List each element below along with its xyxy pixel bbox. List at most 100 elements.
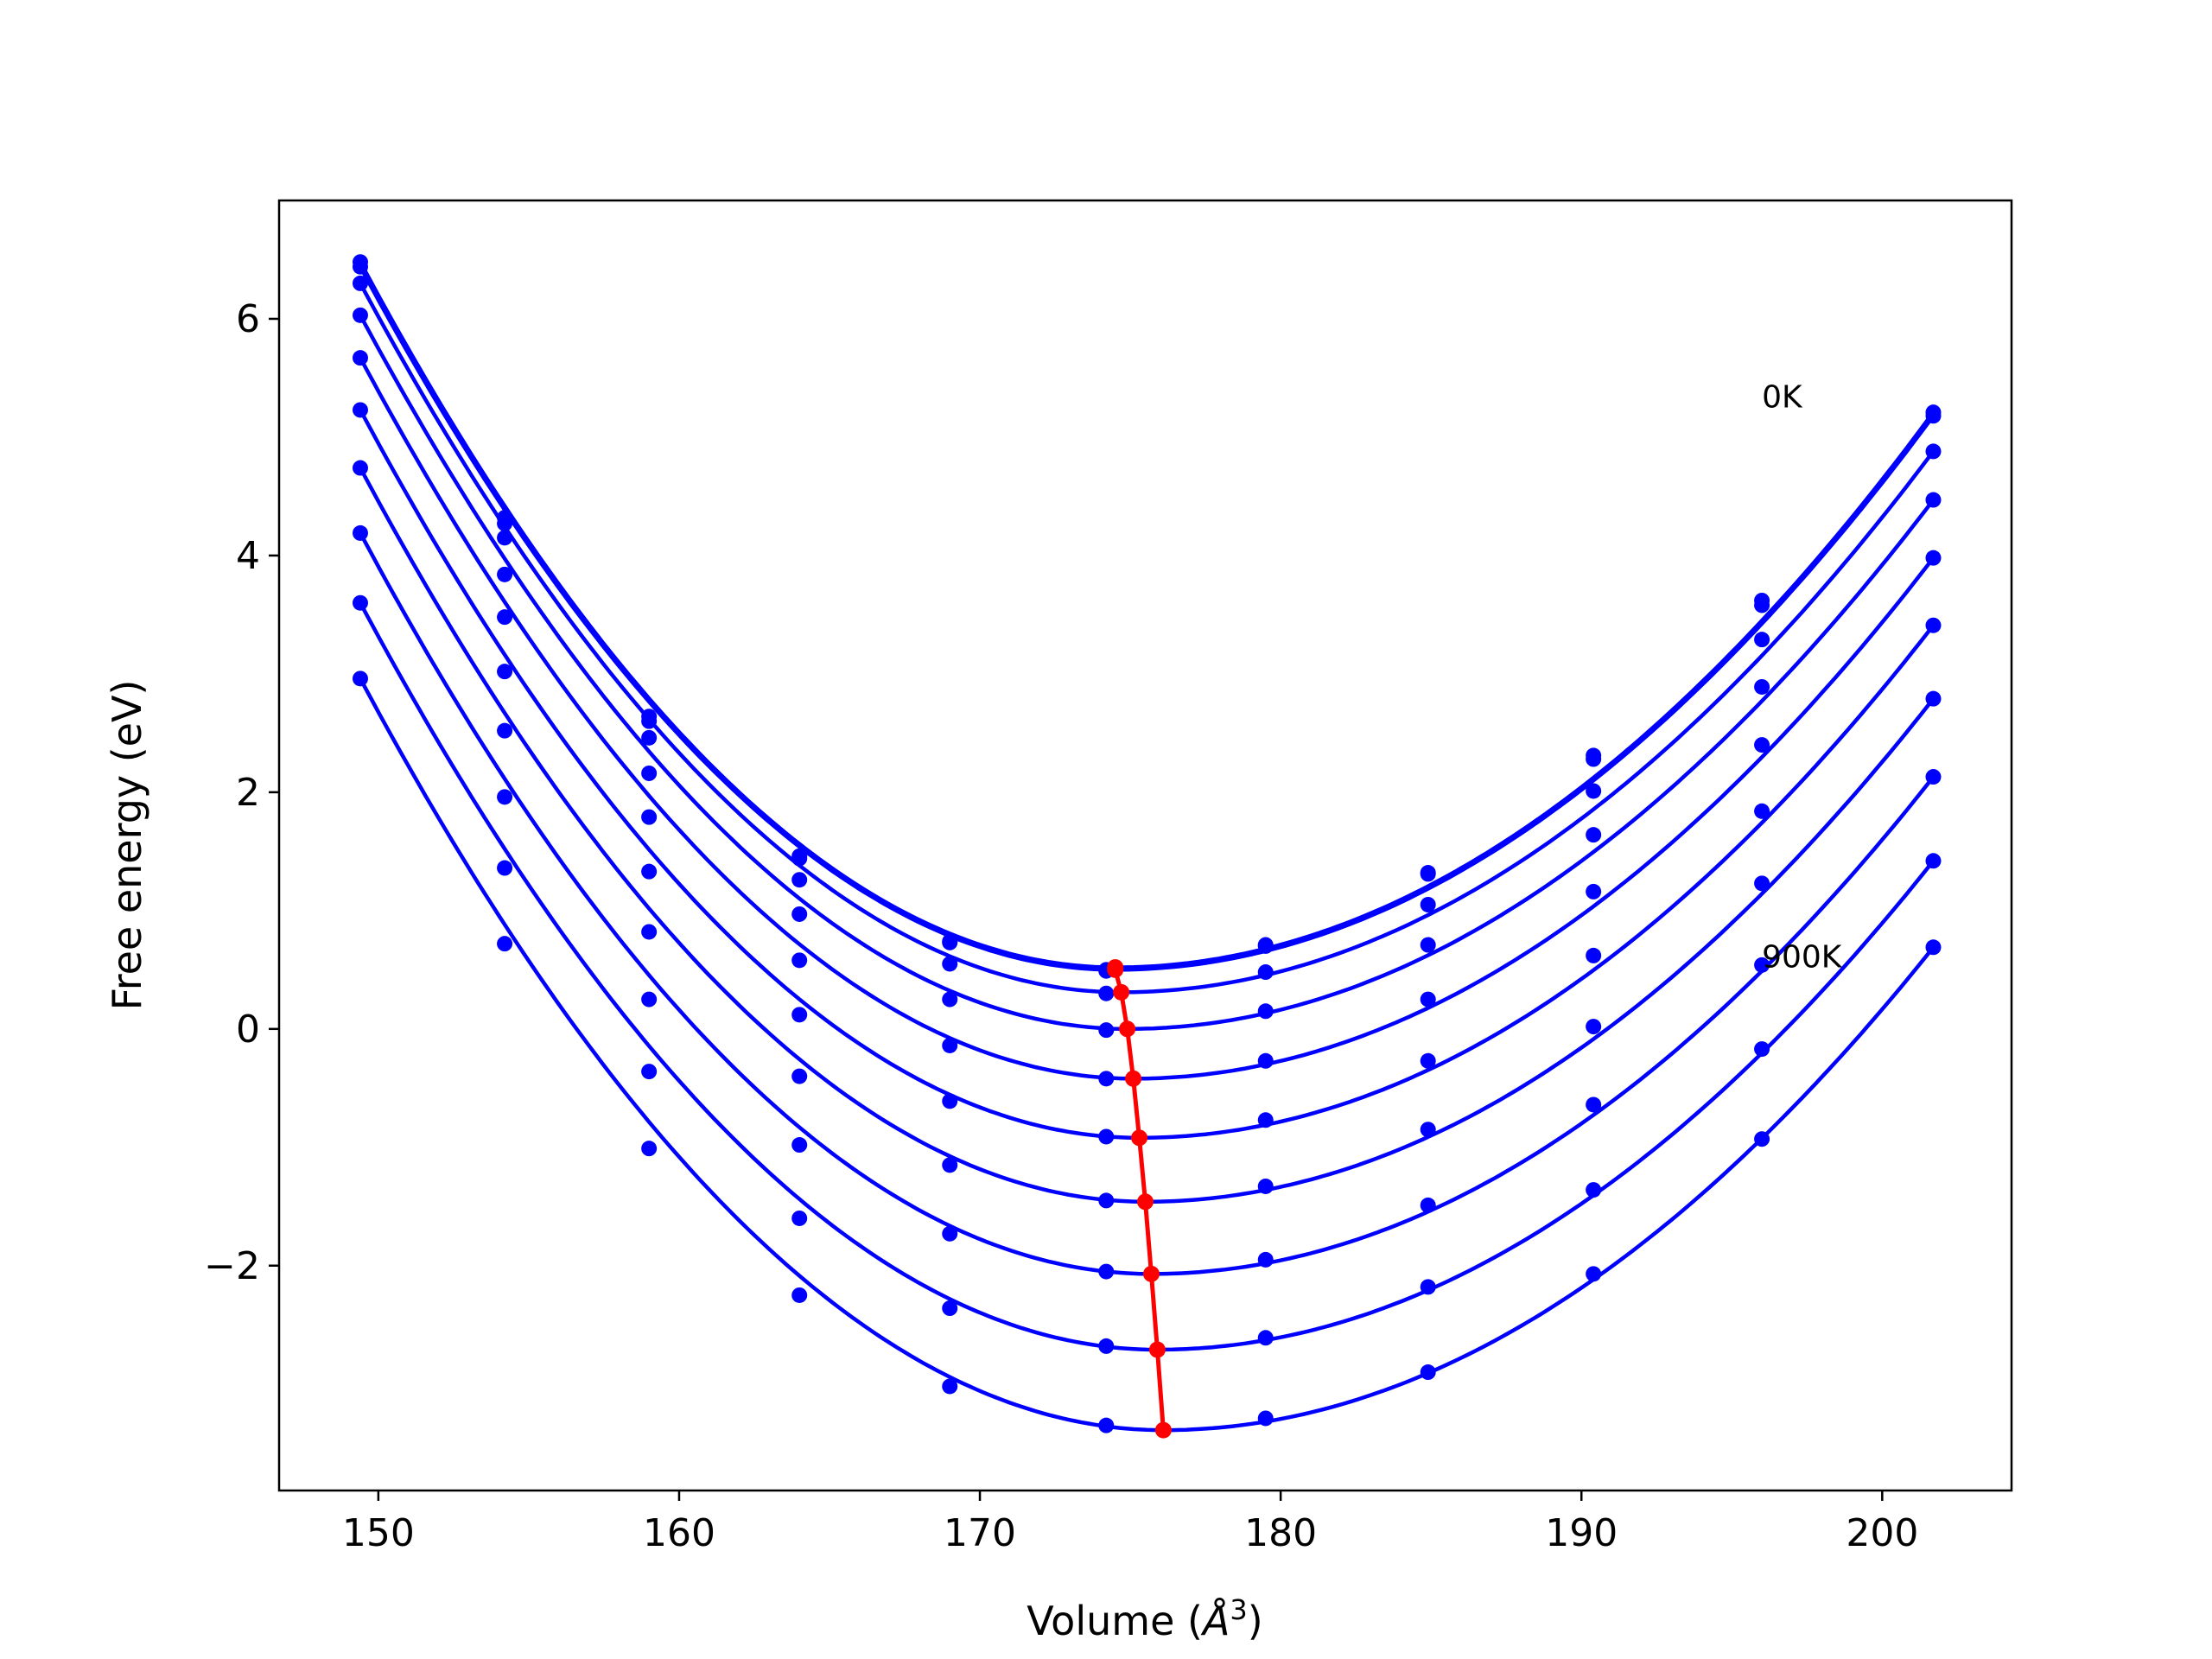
series-9-point — [1098, 1338, 1115, 1354]
x-axis-title: Volume (Å3) — [1027, 1593, 1262, 1644]
series-4-point — [1420, 937, 1436, 953]
series-8-point — [1586, 1096, 1602, 1113]
plot-area-background — [279, 200, 2012, 1491]
series-7-point — [352, 460, 368, 476]
series-line-9 — [359, 601, 1936, 1352]
series-10-point — [791, 1287, 808, 1303]
minimum-point — [1154, 1421, 1172, 1439]
x-tick-label: 170 — [944, 1511, 1016, 1555]
series-9-point — [352, 594, 368, 611]
series-8-point — [942, 1225, 958, 1242]
series-6-point — [352, 402, 368, 418]
minimum-point — [1142, 1265, 1160, 1282]
minimum-path-layer — [1107, 959, 1172, 1439]
plot-frame — [277, 199, 2013, 1492]
series-9-point — [641, 1064, 658, 1080]
series-3-point — [497, 530, 513, 546]
temperature-annotation: 900K — [1762, 940, 1843, 976]
series-10-point — [1420, 1364, 1436, 1381]
minimum-point — [1113, 983, 1130, 1001]
series-4-point — [1586, 827, 1602, 843]
series-7-point — [1925, 690, 1942, 707]
series-7-point — [1420, 1122, 1436, 1138]
series-7-point — [791, 1068, 808, 1084]
minimum-point — [1107, 961, 1124, 978]
series-2-point — [1754, 597, 1770, 613]
series-6-point — [641, 863, 658, 880]
series-4-point — [497, 566, 513, 582]
series-10-point — [1098, 1417, 1115, 1433]
x-axis-title-unit: Å — [1200, 1598, 1230, 1644]
series-5-point — [942, 1037, 958, 1053]
y-tick-label: 4 — [236, 534, 260, 578]
series-8-point — [1257, 1251, 1274, 1268]
series-7-point — [1098, 1192, 1115, 1209]
x-tick-label: 150 — [342, 1511, 415, 1555]
series-3-point — [1098, 985, 1115, 1001]
series-7-point — [497, 722, 513, 739]
series-line-4 — [359, 314, 1936, 1032]
series-8-point — [1420, 1197, 1436, 1213]
series-6-point — [1420, 1052, 1436, 1069]
x-axis-title-main: Volume ( — [1027, 1598, 1203, 1644]
series-10-point — [1257, 1410, 1274, 1427]
series-5-point — [1257, 1052, 1274, 1069]
series-2-point — [352, 258, 368, 275]
series-8-point — [791, 1137, 808, 1154]
series-9-point — [1257, 1330, 1274, 1346]
y-tick-label: 0 — [236, 1007, 260, 1052]
minimum-point — [1125, 1070, 1142, 1087]
series-2-point — [1257, 938, 1274, 954]
series-2-point — [1586, 751, 1602, 767]
series-7-point — [942, 1157, 958, 1173]
series-9-point — [497, 860, 513, 876]
series-5-point — [352, 350, 368, 366]
y-tick-label: 6 — [236, 297, 260, 341]
series-8-point — [1925, 769, 1942, 785]
series-2-point — [1925, 408, 1942, 424]
series-9-point — [942, 1300, 958, 1317]
series-3-point — [791, 872, 808, 888]
series-2-point — [1420, 866, 1436, 882]
series-7-point — [1586, 1019, 1602, 1035]
series-3-point — [352, 275, 368, 291]
series-9-point — [1754, 1041, 1770, 1058]
series-9-point — [791, 1210, 808, 1226]
series-line-1 — [359, 261, 1936, 969]
series-line-10 — [359, 677, 1936, 1433]
series-5-point — [1754, 737, 1770, 753]
series-5-point — [641, 809, 658, 825]
minimum-point — [1148, 1341, 1166, 1358]
series-6-point — [1586, 947, 1602, 963]
series-4-point — [1098, 1022, 1115, 1039]
series-line-3 — [359, 282, 1936, 995]
series-6-point — [1754, 803, 1770, 819]
x-tick-label: 200 — [1846, 1511, 1918, 1555]
series-6-point — [942, 1093, 958, 1109]
series-7-point — [1257, 1178, 1274, 1194]
minimum-path-line — [1113, 967, 1166, 1431]
series-8-point — [1098, 1263, 1115, 1280]
series-3-point — [1586, 783, 1602, 799]
series-6-point — [791, 1007, 808, 1023]
y-axis-ticks: −2 0 2 4 6 — [204, 297, 279, 1288]
series-4-point — [1925, 492, 1942, 508]
y-axis-title: Free energy (eV) — [104, 680, 150, 1011]
x-tick-label: 190 — [1545, 1511, 1618, 1555]
series-10-point — [942, 1378, 958, 1395]
series-4-point — [1754, 678, 1770, 695]
series-8-point — [641, 991, 658, 1007]
minimum-point — [1137, 1193, 1154, 1211]
minimum-point — [1131, 1129, 1148, 1147]
annotations-layer: 0K 900K — [1762, 380, 1843, 976]
series-10-point — [1586, 1266, 1602, 1282]
series-8-point — [1754, 957, 1770, 973]
series-6-point — [1925, 617, 1942, 633]
series-3-point — [1925, 443, 1942, 460]
series-9-point — [1420, 1279, 1436, 1295]
series-3-point — [641, 729, 658, 746]
series-7-point — [641, 924, 658, 940]
series-8-point — [352, 524, 368, 541]
series-4-point — [1257, 1003, 1274, 1020]
